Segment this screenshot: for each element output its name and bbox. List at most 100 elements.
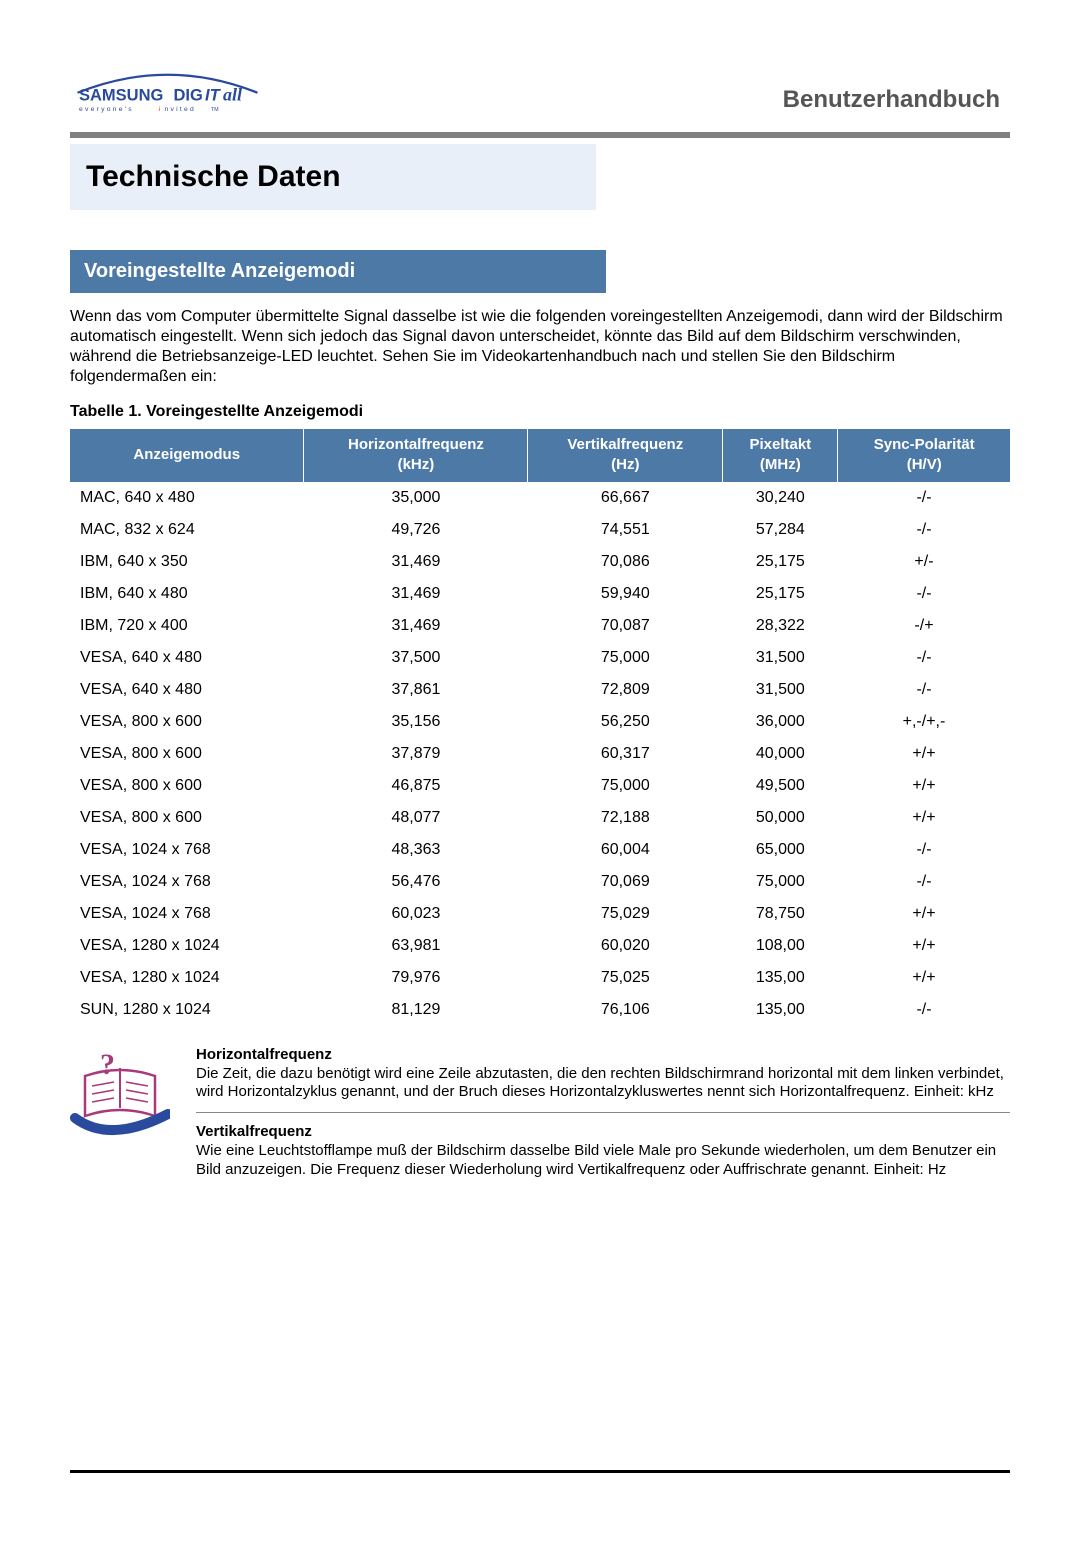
table-cell: +,-/+,-	[838, 706, 1010, 738]
table-row: IBM, 720 x 40031,46970,08728,322-/+	[70, 610, 1010, 642]
table-cell: 78,750	[723, 898, 838, 930]
table-cell: -/-	[838, 834, 1010, 866]
intro-paragraph: Wenn das vom Computer übermittelte Signa…	[70, 307, 1010, 387]
table-cell: 60,023	[304, 898, 528, 930]
table-cell: 40,000	[723, 738, 838, 770]
display-modes-table: AnzeigemodusHorizontalfrequenz(kHz)Verti…	[70, 429, 1010, 1026]
table-cell: 76,106	[528, 994, 723, 1026]
table-cell: IBM, 640 x 480	[70, 578, 304, 610]
table-row: VESA, 1024 x 76848,36360,00465,000-/-	[70, 834, 1010, 866]
note-title: Horizontalfrequenz	[196, 1046, 1010, 1063]
table-row: IBM, 640 x 35031,46970,08625,175+/-	[70, 546, 1010, 578]
table-cell: 60,004	[528, 834, 723, 866]
table-row: VESA, 800 x 60037,87960,31740,000+/+	[70, 738, 1010, 770]
svg-text:SAMSUNG: SAMSUNG	[79, 86, 163, 104]
notes-section: ? HorizontalfrequenzDie Zeit, die dazu b…	[70, 1046, 1010, 1190]
table-cell: 60,317	[528, 738, 723, 770]
table-cell: 31,500	[723, 674, 838, 706]
note-divider	[196, 1112, 1010, 1113]
table-column-header: Vertikalfrequenz(Hz)	[528, 429, 723, 482]
table-cell: 37,500	[304, 642, 528, 674]
info-book-icon: ?	[70, 1046, 170, 1190]
table-cell: 66,667	[528, 482, 723, 514]
table-row: VESA, 800 x 60035,15656,25036,000+,-/+,-	[70, 706, 1010, 738]
table-cell: +/+	[838, 898, 1010, 930]
svg-text:IT: IT	[205, 86, 222, 104]
note-title: Vertikalfrequenz	[196, 1123, 1010, 1140]
table-cell: 75,000	[528, 642, 723, 674]
table-body: MAC, 640 x 48035,00066,66730,240-/-MAC, …	[70, 482, 1010, 1026]
table-cell: VESA, 640 x 480	[70, 674, 304, 706]
table-row: SUN, 1280 x 102481,12976,106135,00-/-	[70, 994, 1010, 1026]
svg-text:nvited: nvited	[165, 106, 197, 113]
table-cell: 35,156	[304, 706, 528, 738]
notes-column: HorizontalfrequenzDie Zeit, die dazu ben…	[196, 1046, 1010, 1190]
table-cell: 70,069	[528, 866, 723, 898]
table-cell: 75,029	[528, 898, 723, 930]
svg-text:i: i	[159, 106, 163, 113]
table-cell: 74,551	[528, 514, 723, 546]
table-cell: -/-	[838, 514, 1010, 546]
table-cell: VESA, 1024 x 768	[70, 866, 304, 898]
table-cell: 49,500	[723, 770, 838, 802]
svg-text:?: ?	[100, 1048, 115, 1081]
note-block: HorizontalfrequenzDie Zeit, die dazu ben…	[196, 1046, 1010, 1103]
table-row: VESA, 640 x 48037,86172,80931,500-/-	[70, 674, 1010, 706]
table-cell: MAC, 832 x 624	[70, 514, 304, 546]
table-cell: VESA, 800 x 600	[70, 770, 304, 802]
table-cell: 59,940	[528, 578, 723, 610]
table-cell: +/+	[838, 962, 1010, 994]
table-cell: 60,020	[528, 930, 723, 962]
table-cell: 28,322	[723, 610, 838, 642]
table-cell: 135,00	[723, 994, 838, 1026]
table-cell: 63,981	[304, 930, 528, 962]
table-row: VESA, 1280 x 102479,97675,025135,00+/+	[70, 962, 1010, 994]
table-cell: 79,976	[304, 962, 528, 994]
table-cell: 108,00	[723, 930, 838, 962]
table-cell: VESA, 1024 x 768	[70, 898, 304, 930]
table-cell: MAC, 640 x 480	[70, 482, 304, 514]
table-column-header: Sync-Polarität(H/V)	[838, 429, 1010, 482]
table-cell: 35,000	[304, 482, 528, 514]
table-cell: 81,129	[304, 994, 528, 1026]
footer-divider	[70, 1470, 1010, 1473]
table-column-header: Horizontalfrequenz(kHz)	[304, 429, 528, 482]
table-cell: 75,000	[528, 770, 723, 802]
doc-title: Benutzerhandbuch	[783, 86, 1010, 114]
table-cell: +/-	[838, 546, 1010, 578]
table-cell: -/+	[838, 610, 1010, 642]
table-cell: +/+	[838, 930, 1010, 962]
table-cell: 25,175	[723, 546, 838, 578]
table-cell: -/-	[838, 994, 1010, 1026]
table-row: IBM, 640 x 48031,46959,94025,175-/-	[70, 578, 1010, 610]
table-cell: +/+	[838, 802, 1010, 834]
table-row: VESA, 800 x 60048,07772,18850,000+/+	[70, 802, 1010, 834]
table-cell: -/-	[838, 866, 1010, 898]
section-title: Technische Daten	[86, 160, 341, 193]
table-cell: 56,476	[304, 866, 528, 898]
table-column-header: Pixeltakt(MHz)	[723, 429, 838, 482]
svg-text:all: all	[223, 84, 242, 104]
table-cell: IBM, 720 x 400	[70, 610, 304, 642]
table-cell: 36,000	[723, 706, 838, 738]
note-body: Wie eine Leuchtstofflampe muß der Bildsc…	[196, 1142, 1010, 1180]
table-cell: 65,000	[723, 834, 838, 866]
table-header: AnzeigemodusHorizontalfrequenz(kHz)Verti…	[70, 429, 1010, 482]
table-cell: -/-	[838, 482, 1010, 514]
table-cell: 49,726	[304, 514, 528, 546]
table-cell: 70,087	[528, 610, 723, 642]
table-cell: 46,875	[304, 770, 528, 802]
table-row: VESA, 640 x 48037,50075,00031,500-/-	[70, 642, 1010, 674]
table-cell: 56,250	[528, 706, 723, 738]
table-row: VESA, 1024 x 76860,02375,02978,750+/+	[70, 898, 1010, 930]
table-cell: 48,077	[304, 802, 528, 834]
table-cell: 135,00	[723, 962, 838, 994]
table-cell: 25,175	[723, 578, 838, 610]
table-cell: 37,861	[304, 674, 528, 706]
subsection-heading: Voreingestellte Anzeigemodi	[70, 250, 606, 293]
table-cell: VESA, 1024 x 768	[70, 834, 304, 866]
table-cell: IBM, 640 x 350	[70, 546, 304, 578]
table-cell: 48,363	[304, 834, 528, 866]
table-cell: 31,469	[304, 546, 528, 578]
section-title-bar: Technische Daten	[70, 144, 596, 210]
